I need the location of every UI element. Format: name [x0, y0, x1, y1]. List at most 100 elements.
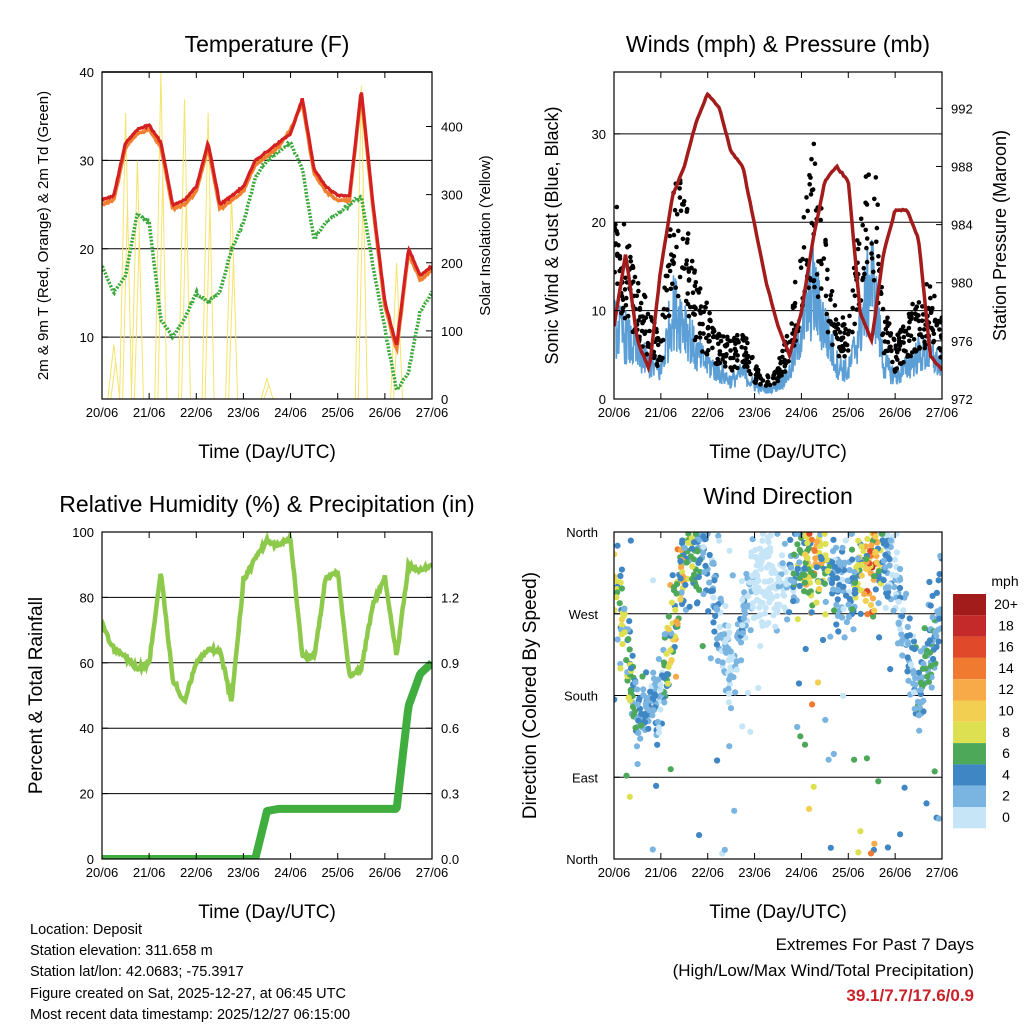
direction-point [710, 594, 717, 601]
gust-point [885, 315, 890, 321]
gust-point [666, 313, 672, 319]
direction-point [759, 537, 766, 544]
direction-point [729, 572, 736, 579]
direction-point [933, 643, 940, 651]
temp-xtick-label: 26/06 [369, 405, 402, 420]
gust-point [674, 244, 679, 250]
gust-point [819, 261, 824, 267]
gust-point [790, 303, 796, 309]
direction-point [702, 535, 709, 543]
direction-point [919, 665, 927, 672]
direction-point [781, 540, 789, 547]
direction-point [765, 561, 773, 569]
direction-point [904, 632, 911, 640]
direction-point [911, 646, 918, 653]
direction-point [887, 666, 894, 673]
direction-point [713, 604, 720, 612]
gust-point [858, 216, 864, 222]
direction-point [630, 711, 637, 718]
direction-point [822, 611, 829, 618]
gust-point [835, 336, 841, 342]
direction-point [673, 581, 681, 588]
gust-point [811, 141, 817, 147]
direction-point [918, 679, 925, 686]
gust-point [892, 368, 898, 373]
gust-point [619, 311, 624, 316]
dir-ytick-label: North [566, 852, 598, 867]
gust-point [828, 293, 834, 298]
colorbar-swatch [953, 785, 986, 807]
wind-ylabel-right: Station Pressure (Maroon) [990, 130, 1010, 341]
rh-xtick-label: 22/06 [180, 865, 213, 880]
gust-point [885, 339, 891, 345]
direction-point [891, 556, 899, 563]
direction-point [755, 684, 762, 692]
direction-point [871, 840, 878, 847]
gust-point [869, 241, 874, 246]
direction-point [831, 607, 838, 614]
temp-xtick-label: 27/06 [416, 405, 449, 420]
direction-point [829, 559, 836, 566]
wind-plot-area [614, 91, 942, 396]
direction-point [919, 674, 926, 681]
direction-point [686, 603, 693, 610]
gust-point [692, 283, 698, 289]
wind-ytick-right-label: 976 [951, 334, 973, 349]
info-location: Location: Deposit [30, 922, 143, 938]
direction-point [774, 532, 781, 537]
gust-point [819, 286, 824, 291]
direction-point [744, 593, 751, 600]
direction-point [759, 532, 766, 537]
direction-point [787, 536, 794, 544]
direction-point [711, 577, 718, 584]
gust-point [678, 208, 684, 214]
colorbar-tick-label: 6 [1002, 745, 1010, 761]
gust-point [862, 271, 867, 277]
direction-point [936, 615, 942, 622]
gust-point [667, 268, 673, 274]
gust-point [672, 207, 678, 213]
direction-point [875, 778, 882, 785]
direction-point [862, 543, 869, 550]
gust-point [670, 258, 675, 263]
gust-point [685, 231, 691, 236]
gust-point [697, 308, 702, 313]
direction-point [696, 832, 703, 839]
gust-point [807, 182, 812, 187]
gust-point [776, 366, 781, 371]
gust-point [818, 217, 823, 223]
direction-point [867, 602, 875, 609]
direction-point [682, 581, 689, 589]
direction-point [889, 571, 896, 578]
gust-point [765, 379, 771, 385]
direction-point [904, 623, 911, 631]
direction-point [626, 618, 633, 625]
gust-point [928, 295, 933, 301]
gust-point [842, 354, 847, 359]
colorbar-tick-label: 4 [1002, 766, 1010, 782]
gust-point [692, 312, 697, 317]
direction-point [700, 590, 707, 598]
direction-point [716, 624, 724, 631]
direction-point [886, 556, 893, 563]
direction-point [733, 658, 740, 665]
direction-point [783, 581, 790, 588]
direction-point [775, 583, 782, 590]
direction-point [830, 536, 837, 543]
direction-point [802, 551, 809, 558]
gust-point [852, 293, 858, 299]
direction-point [786, 609, 793, 616]
gust-point [628, 259, 634, 264]
gust-point [892, 337, 897, 343]
gust-point [731, 355, 736, 361]
direction-point [784, 616, 791, 623]
gust-point [780, 348, 785, 354]
direction-point [657, 706, 664, 713]
gust-point [740, 332, 745, 338]
gust-point [680, 236, 686, 242]
gust-point [801, 215, 807, 220]
direction-point [852, 586, 859, 594]
rh-xlabel: Time (Day/UTC) [198, 902, 336, 923]
direction-point [848, 546, 856, 553]
gust-point [710, 345, 715, 351]
